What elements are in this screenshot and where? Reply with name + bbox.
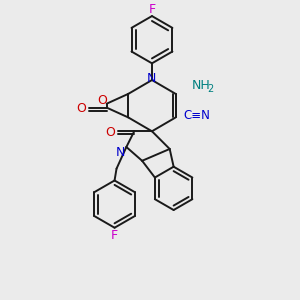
Text: F: F	[111, 229, 118, 242]
Text: NH: NH	[191, 80, 210, 92]
Text: O: O	[106, 126, 116, 139]
Text: C≡N: C≡N	[184, 109, 211, 122]
Text: N: N	[116, 146, 125, 159]
Text: O: O	[76, 102, 86, 115]
Text: 2: 2	[207, 84, 213, 94]
Text: N: N	[146, 72, 156, 85]
Text: F: F	[148, 3, 155, 16]
Text: O: O	[97, 94, 107, 107]
